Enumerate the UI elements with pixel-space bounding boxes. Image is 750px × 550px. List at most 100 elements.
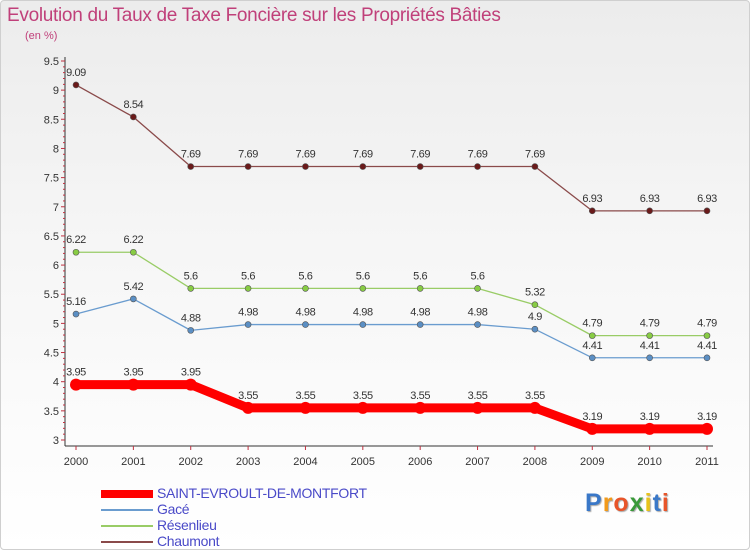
data-label-gace: 5.16 [66, 296, 86, 308]
data-label-chaumont: 7.69 [296, 149, 316, 161]
data-label-saint-evroult: 3.55 [296, 390, 316, 402]
data-label-chaumont: 7.69 [468, 149, 488, 161]
data-point-resenlieu [187, 285, 195, 292]
data-label-gace: 4.98 [296, 307, 316, 319]
data-point-chaumont [588, 207, 596, 215]
y-tick-label: 4.5 [44, 348, 59, 360]
y-tick-label: 7.5 [44, 173, 59, 185]
data-point-chaumont [531, 163, 539, 170]
y-tick-label: 9.5 [44, 56, 59, 68]
y-tick-label: 3 [53, 435, 59, 447]
y-tick-label: 8 [53, 143, 59, 155]
data-label-saint-evroult: 3.55 [468, 390, 488, 402]
data-label-chaumont: 6.93 [697, 193, 717, 205]
data-label-resenlieu: 5.6 [298, 270, 312, 282]
data-point-saint-evroult [528, 401, 541, 414]
y-tick-label: 7 [53, 202, 59, 214]
data-point-chaumont [416, 163, 424, 170]
data-label-resenlieu: 5.6 [356, 270, 370, 282]
data-point-gace [474, 321, 481, 328]
chart-subtitle: (en %) [25, 30, 58, 42]
logo-letter: P [585, 489, 603, 517]
data-label-chaumont: 7.69 [238, 149, 258, 161]
x-tick-label: 2004 [293, 456, 317, 468]
data-label-gace: 4.41 [582, 340, 602, 352]
logo-letter: t [652, 489, 662, 517]
x-tick-label: 2010 [637, 456, 661, 468]
data-point-gace [588, 354, 596, 362]
data-label-gace: 4.98 [410, 307, 430, 319]
data-point-resenlieu [588, 332, 596, 339]
data-label-gace: 5.42 [123, 281, 143, 293]
data-label-chaumont: 7.69 [181, 149, 201, 161]
data-label-chaumont: 7.69 [353, 149, 373, 161]
series-line-gace [75, 298, 708, 359]
data-point-saint-evroult [184, 378, 197, 391]
logo-letter: x [629, 489, 645, 517]
data-point-saint-evroult [70, 378, 82, 391]
legend-swatch [101, 490, 153, 498]
proxiti-logo: Proxiti [585, 489, 670, 518]
data-point-saint-evroult [356, 401, 369, 414]
y-tick-label: 5 [53, 318, 59, 330]
data-point-resenlieu [359, 285, 367, 292]
data-label-gace: 4.41 [697, 340, 717, 352]
data-point-chaumont [244, 163, 252, 170]
data-label-resenlieu: 5.6 [184, 270, 198, 282]
legend-swatch [101, 541, 153, 543]
data-label-resenlieu: 5.32 [525, 287, 545, 299]
data-point-chaumont [187, 163, 195, 170]
series-line-resenlieu [75, 251, 708, 337]
data-point-resenlieu [130, 248, 137, 256]
data-label-resenlieu: 4.79 [582, 318, 602, 330]
data-label-resenlieu: 4.79 [640, 318, 660, 330]
data-point-saint-evroult [242, 401, 255, 414]
data-point-saint-evroult [701, 422, 713, 435]
legend-swatch [101, 509, 153, 511]
data-point-gace [416, 321, 424, 328]
data-point-chaumont [130, 113, 137, 121]
data-label-gace: 4.98 [468, 307, 488, 319]
data-label-chaumont: 8.54 [123, 99, 143, 111]
y-tick-label: 5.5 [44, 289, 59, 301]
x-tick-label: 2008 [523, 456, 547, 468]
data-label-gace: 4.98 [353, 307, 373, 319]
data-label-saint-evroult: 3.95 [123, 367, 143, 379]
y-tick-label: 4 [53, 377, 59, 389]
data-point-saint-evroult [299, 401, 312, 414]
data-label-chaumont: 9.09 [66, 67, 86, 79]
data-point-gace [72, 310, 80, 318]
data-point-resenlieu [646, 332, 653, 339]
data-point-saint-evroult [586, 422, 599, 435]
y-tick-label: 9 [53, 85, 59, 97]
data-label-chaumont: 7.69 [525, 149, 545, 161]
logo-letter: i [644, 489, 653, 517]
data-point-gace [359, 321, 367, 328]
data-point-resenlieu [416, 285, 424, 292]
x-tick-label: 2009 [580, 456, 604, 468]
y-tick-label: 3.5 [44, 406, 59, 418]
data-label-gace: 4.98 [238, 307, 258, 319]
data-point-saint-evroult [414, 401, 427, 414]
data-point-saint-evroult [127, 378, 140, 391]
x-tick-label: 2005 [351, 456, 375, 468]
legend-label: Gacé [157, 501, 190, 517]
data-label-resenlieu: 5.6 [241, 270, 255, 282]
data-label-chaumont: 7.69 [410, 149, 430, 161]
data-point-resenlieu [72, 248, 80, 256]
data-label-saint-evroult: 3.55 [525, 390, 545, 402]
x-tick-label: 2007 [465, 456, 489, 468]
y-tick-label: 6 [53, 260, 59, 272]
data-label-resenlieu: 4.79 [697, 318, 717, 330]
data-point-gace [646, 354, 653, 362]
data-label-saint-evroult: 3.95 [66, 367, 86, 379]
data-point-resenlieu [531, 301, 539, 309]
data-label-resenlieu: 5.6 [470, 270, 484, 282]
data-label-saint-evroult: 3.19 [697, 411, 717, 423]
x-tick-label: 2011 [695, 456, 719, 468]
data-point-gace [187, 327, 195, 334]
data-label-saint-evroult: 3.55 [238, 390, 258, 402]
legend-label: Chaumont [157, 533, 220, 549]
